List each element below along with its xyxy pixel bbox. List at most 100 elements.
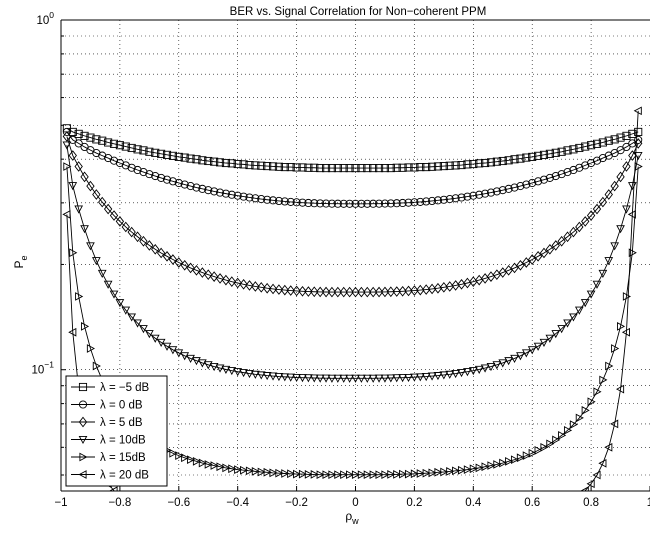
legend-label: λ = 5 dB bbox=[100, 417, 143, 429]
data-point bbox=[440, 522, 447, 529]
data-point bbox=[470, 521, 477, 528]
legend-label: λ = 15dB bbox=[100, 452, 146, 464]
data-point bbox=[411, 523, 418, 530]
data-point bbox=[423, 523, 430, 530]
data-point bbox=[558, 504, 565, 511]
x-tick-label: −1 bbox=[54, 497, 67, 509]
data-point bbox=[199, 519, 206, 526]
data-point bbox=[269, 523, 276, 530]
data-point bbox=[570, 497, 577, 504]
data-point bbox=[428, 523, 435, 530]
data-point bbox=[499, 518, 506, 525]
data-point bbox=[534, 512, 541, 519]
data-point bbox=[193, 518, 200, 525]
data-point bbox=[140, 506, 147, 513]
x-tick-label: 0.8 bbox=[583, 497, 599, 509]
data-point bbox=[252, 522, 259, 529]
data-point bbox=[393, 523, 400, 530]
data-point bbox=[246, 522, 253, 529]
data-point bbox=[152, 511, 159, 518]
data-point bbox=[511, 517, 518, 524]
data-point bbox=[446, 522, 453, 529]
data-point bbox=[546, 509, 553, 516]
data-point bbox=[552, 506, 559, 513]
data-point bbox=[487, 520, 494, 527]
y-axis-label-main: P bbox=[12, 261, 26, 269]
data-point bbox=[381, 523, 388, 530]
data-point bbox=[375, 523, 382, 530]
data-point bbox=[234, 521, 241, 528]
data-point bbox=[181, 517, 188, 524]
data-point bbox=[311, 523, 318, 530]
data-point bbox=[281, 523, 288, 530]
data-point bbox=[317, 523, 324, 530]
data-point bbox=[299, 523, 306, 530]
chart-title: BER vs. Signal Correlation for Non−coher… bbox=[230, 6, 487, 18]
data-point bbox=[358, 523, 365, 530]
x-axis-label-sub: w bbox=[351, 516, 359, 526]
legend-label: λ = −5 dB bbox=[100, 382, 150, 394]
data-point bbox=[146, 509, 153, 516]
data-point bbox=[434, 522, 441, 529]
data-point bbox=[452, 522, 459, 529]
x-tick-label: −0.4 bbox=[226, 497, 249, 509]
legend-label: λ = 10dB bbox=[100, 435, 146, 447]
y-tick-label: 100 bbox=[36, 10, 54, 27]
data-point bbox=[481, 520, 488, 527]
data-point bbox=[258, 522, 265, 529]
data-point bbox=[264, 523, 271, 530]
data-point bbox=[328, 523, 335, 530]
svg-text:Pe: Pe bbox=[12, 255, 29, 268]
data-point bbox=[334, 523, 341, 530]
data-point bbox=[517, 516, 524, 523]
data-point bbox=[540, 511, 547, 518]
data-point bbox=[158, 512, 165, 519]
data-point bbox=[464, 521, 471, 528]
data-point bbox=[175, 516, 182, 523]
data-point bbox=[134, 504, 141, 511]
data-point bbox=[240, 522, 247, 529]
y-axis-label-sub: e bbox=[19, 255, 29, 260]
x-axis-label: ρw bbox=[345, 509, 359, 526]
x-tick-label: 0.6 bbox=[524, 497, 540, 509]
x-tick-label: −0.8 bbox=[109, 497, 132, 509]
data-point bbox=[505, 518, 512, 525]
data-point bbox=[370, 523, 377, 530]
data-point bbox=[322, 523, 329, 530]
data-point bbox=[476, 520, 483, 527]
data-point bbox=[417, 523, 424, 530]
data-point bbox=[493, 519, 500, 526]
data-point bbox=[275, 523, 282, 530]
x-tick-label: 0.4 bbox=[465, 497, 482, 509]
legend-label: λ = 0 dB bbox=[100, 400, 143, 412]
data-point bbox=[216, 520, 223, 527]
svg-text:ρw: ρw bbox=[345, 509, 359, 526]
data-point bbox=[305, 523, 312, 530]
data-point bbox=[364, 523, 371, 530]
y-tick-label: 10−1 bbox=[32, 360, 55, 377]
data-point bbox=[529, 514, 536, 521]
data-point bbox=[222, 521, 229, 528]
data-point bbox=[399, 523, 406, 530]
y-axis-label: Pe bbox=[12, 255, 29, 268]
data-point bbox=[458, 521, 465, 528]
data-point bbox=[340, 523, 347, 530]
data-point bbox=[228, 521, 235, 528]
data-point bbox=[387, 523, 394, 530]
x-tick-label: −0.6 bbox=[167, 497, 190, 509]
data-point bbox=[576, 493, 583, 500]
x-tick-label: 0 bbox=[352, 497, 358, 509]
data-point bbox=[187, 518, 194, 525]
data-point bbox=[405, 523, 412, 530]
data-point bbox=[564, 501, 571, 508]
data-point bbox=[523, 515, 530, 522]
x-tick-label: −0.2 bbox=[285, 497, 308, 509]
legend-label: λ = 20 dB bbox=[100, 470, 149, 482]
data-point bbox=[293, 523, 300, 530]
data-point bbox=[169, 515, 176, 522]
data-point bbox=[163, 514, 170, 521]
data-point bbox=[205, 520, 212, 527]
legend: λ = −5 dB λ = 0 dB λ = 5 dB λ = 10dB λ = 15d… bbox=[66, 376, 167, 486]
data-point bbox=[287, 523, 294, 530]
